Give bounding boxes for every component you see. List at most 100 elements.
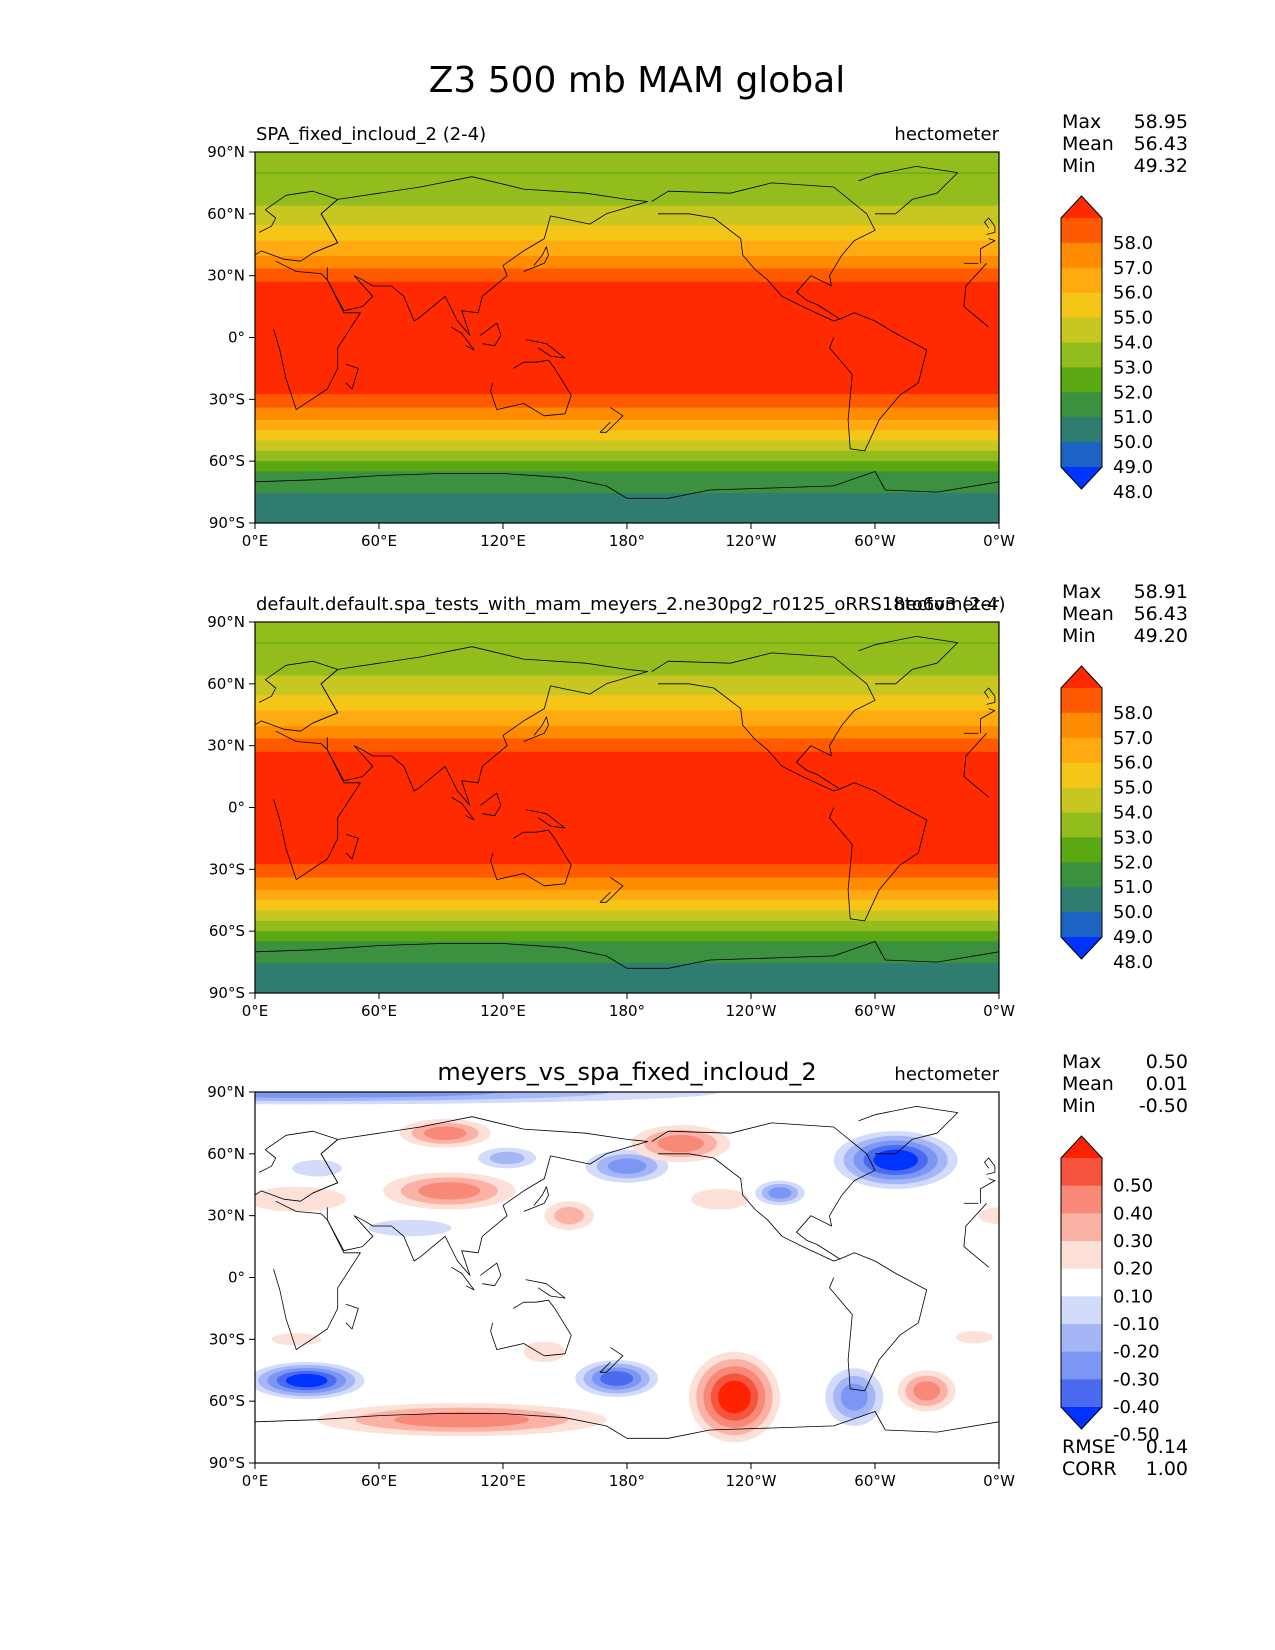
coastlines — [255, 636, 999, 993]
anomaly-contour — [657, 1134, 704, 1153]
x-tick-label: 60°W — [854, 532, 896, 550]
colorbar-tick-label: 0.30 — [1113, 1231, 1153, 1252]
x-tick-label: 0°W — [983, 1002, 1015, 1020]
anomaly-contour — [840, 1383, 868, 1411]
panel-units: hectometer — [894, 124, 999, 145]
y-tick-label: 90°N — [207, 1083, 245, 1101]
colorbar-tick-label: 58.0 — [1113, 703, 1153, 724]
coastline-samerica — [829, 1252, 928, 1392]
colorbar-extend-min — [1061, 1407, 1102, 1429]
coastlines — [255, 165, 999, 523]
coastline-japan — [523, 716, 549, 742]
x-tick-label: 60°E — [361, 532, 397, 550]
y-tick-label: 0° — [228, 1269, 245, 1287]
stat-label-mean: Mean — [1062, 133, 1114, 155]
panel-center-title: meyers_vs_spa_fixed_incloud_2 — [437, 1058, 816, 1086]
contour-band — [255, 710, 999, 727]
coastline-uk — [984, 1157, 996, 1175]
colorbar-outline — [1060, 195, 1103, 490]
anomaly-contour — [978, 1207, 999, 1224]
coastline-australia — [490, 1299, 572, 1357]
coastline-borneo — [480, 322, 502, 347]
x-tick-label: 0°W — [983, 532, 1015, 550]
colorbar-tick-label: 48.0 — [1113, 482, 1153, 503]
y-tick-label: 30°N — [207, 267, 245, 285]
coastline-madagascar — [345, 833, 359, 860]
y-tick-label: 90°S — [209, 1454, 245, 1472]
panel-reference: 0°E 60°E 120°E 180° 120°W 60°W 0°W 90°N 60°N 30°N… — [207, 581, 1188, 1020]
map-test — [255, 152, 999, 523]
coastline-antarctica — [255, 1411, 999, 1463]
colorbar-segment — [1061, 267, 1102, 294]
contour-band — [255, 225, 999, 242]
contour-band — [255, 440, 999, 452]
colorbar-tick-label: 49.0 — [1113, 457, 1153, 478]
stat-value-corr: 1.00 — [1146, 1458, 1188, 1480]
colorbar-tick-label: 0.10 — [1113, 1286, 1153, 1307]
figure-title: Z3 500 mb MAM global — [429, 60, 846, 101]
coastline-greenland — [858, 1106, 959, 1155]
map-reference — [255, 622, 999, 993]
x-tick-label: 60°W — [854, 1472, 896, 1490]
stat-label-max: Max — [1062, 111, 1101, 133]
anomaly-contour — [394, 1412, 530, 1428]
y-tick-label: 60°S — [209, 452, 245, 470]
y-tick-label: 30°S — [209, 1330, 245, 1348]
colorbar-segment — [1061, 1268, 1102, 1297]
anomaly-contour — [768, 1187, 792, 1199]
colorbar-segment — [1061, 712, 1102, 739]
contour-band — [255, 240, 999, 257]
anomaly-contour — [607, 1158, 647, 1174]
panel-test: 0°E 60°E 120°E 180° 120°W 60°W 0°W 90°N 60°N 30°N… — [207, 111, 1188, 550]
colorbar-tick-label: -0.20 — [1113, 1342, 1160, 1363]
colorbar-tick-label: 49.0 — [1113, 927, 1153, 948]
y-tick-label: 90°S — [209, 514, 245, 532]
colorbar-segment — [1061, 837, 1102, 863]
coastline-newguinea — [525, 1279, 566, 1299]
colorbar: 0.50 0.40 0.30 0.20 0.10 -0.10 -0.20 -0.30 -0.40… — [1060, 1135, 1160, 1446]
panel-left-title: default.default.spa_tests_with_mam_meyer… — [256, 594, 1006, 615]
y-tick-label: 90°S — [209, 984, 245, 1002]
colorbar-tick-label: 56.0 — [1113, 753, 1153, 774]
colorbar-tick-label: 51.0 — [1113, 877, 1153, 898]
coastline-australia — [490, 829, 572, 887]
colorbar-tick-label: 0.40 — [1113, 1203, 1153, 1224]
contour-band — [255, 419, 999, 431]
colorbar-segment — [1061, 812, 1102, 838]
coastline-asia — [312, 646, 649, 806]
stat-value-max: 0.50 — [1146, 1051, 1188, 1073]
colorbar-outline — [1060, 1135, 1103, 1430]
contour-band — [255, 450, 999, 462]
contour-band — [255, 493, 999, 523]
contour-band — [255, 172, 999, 175]
y-tick-label: 60°N — [207, 205, 245, 223]
colorbar-tick-label: 53.0 — [1113, 827, 1153, 848]
y-tick-label: 0° — [228, 329, 245, 347]
x-tick-label: 120°E — [480, 1002, 526, 1020]
colorbar-extend-max — [1061, 196, 1102, 218]
colorbar-segment — [1061, 367, 1102, 393]
y-tick-label: 0° — [228, 799, 245, 817]
stat-value-rmse: 0.14 — [1146, 1436, 1188, 1458]
contour-band — [255, 281, 999, 395]
y-tick-label: 60°N — [207, 675, 245, 693]
x-tick-label: 0°E — [242, 1002, 269, 1020]
colorbar-segment — [1061, 417, 1102, 443]
coastline-antarctica — [255, 471, 999, 523]
coastline-namerica — [651, 1122, 876, 1262]
contour-band — [255, 430, 999, 442]
contour-band — [255, 910, 999, 922]
contour-band — [255, 889, 999, 901]
contour-band — [255, 726, 999, 740]
coastline-africa — [963, 1203, 989, 1268]
stat-label-mean: Mean — [1062, 603, 1114, 625]
coastline-europe — [980, 238, 996, 264]
x-tick-label: 120°W — [726, 1472, 777, 1490]
coastline-sumatra — [451, 1266, 475, 1291]
stat-value-mean: 56.43 — [1134, 133, 1188, 155]
coastline-antarctica — [255, 941, 999, 993]
coastline-europe — [980, 708, 996, 734]
x-tick-label: 120°W — [726, 1002, 777, 1020]
y-tick-label: 30°S — [209, 390, 245, 408]
coastline-borneo — [480, 1262, 502, 1287]
